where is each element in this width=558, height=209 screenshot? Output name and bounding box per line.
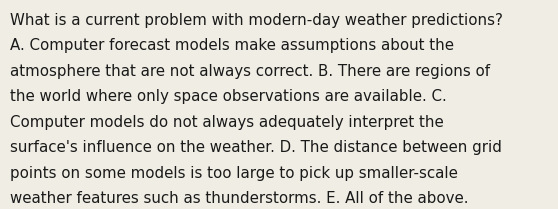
Text: What is a current problem with modern-day weather predictions?: What is a current problem with modern-da… — [10, 13, 503, 28]
Text: weather features such as thunderstorms. E. All of the above.: weather features such as thunderstorms. … — [10, 191, 469, 206]
Text: atmosphere that are not always correct. B. There are regions of: atmosphere that are not always correct. … — [10, 64, 490, 79]
Text: Computer models do not always adequately interpret the: Computer models do not always adequately… — [10, 115, 444, 130]
Text: surface's influence on the weather. D. The distance between grid: surface's influence on the weather. D. T… — [10, 140, 502, 155]
Text: points on some models is too large to pick up smaller-scale: points on some models is too large to pi… — [10, 166, 458, 181]
Text: A. Computer forecast models make assumptions about the: A. Computer forecast models make assumpt… — [10, 38, 454, 53]
Text: the world where only space observations are available. C.: the world where only space observations … — [10, 89, 447, 104]
